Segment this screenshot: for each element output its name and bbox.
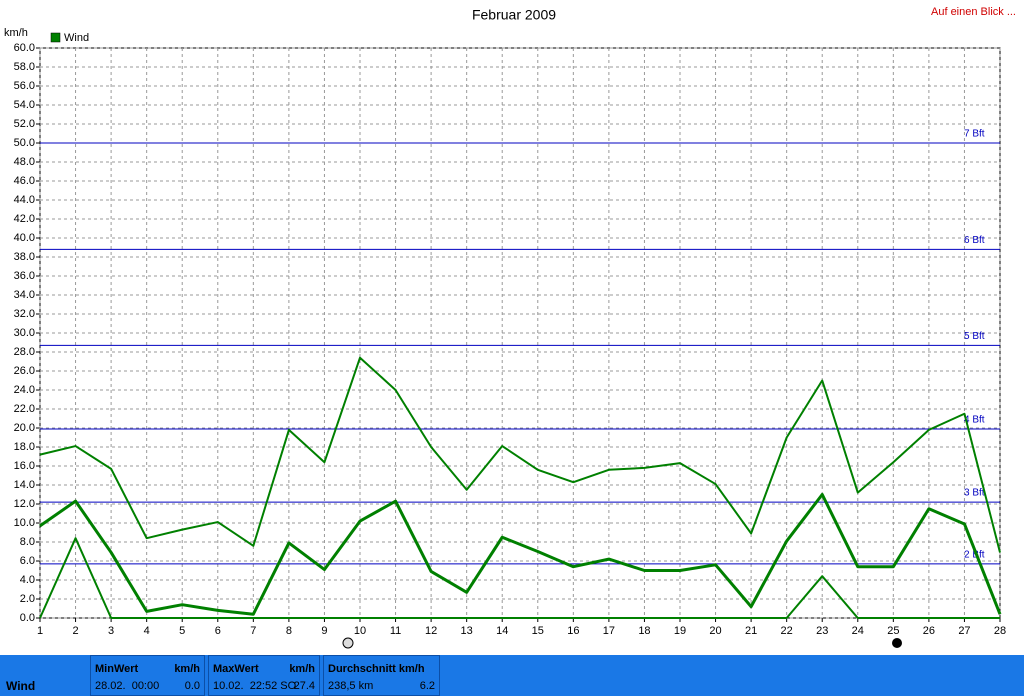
y-tick-label: 52.0 (14, 118, 35, 130)
x-tick-label: 6 (215, 625, 221, 637)
x-tick-label: 10 (354, 625, 366, 637)
overview-link[interactable]: Auf einen Blick ... (931, 6, 1016, 18)
x-tick-label: 2 (72, 625, 78, 637)
y-tick-label: 56.0 (14, 80, 35, 92)
x-tick-label: 13 (461, 625, 473, 637)
y-tick-label: 4.0 (20, 574, 35, 586)
y-tick-label: 58.0 (14, 61, 35, 73)
x-tick-label: 25 (887, 625, 899, 637)
y-tick-label: 34.0 (14, 289, 35, 301)
y-tick-label: 30.0 (14, 327, 35, 339)
legend-swatch (50, 32, 61, 43)
y-tick-label: 16.0 (14, 460, 35, 472)
x-tick-label: 15 (532, 625, 544, 637)
x-tick-label: 28 (994, 625, 1006, 637)
x-tick-label: 4 (144, 625, 150, 637)
y-tick-label: 20.0 (14, 422, 35, 434)
x-tick-label: 5 (179, 625, 185, 637)
y-tick-label: 14.0 (14, 479, 35, 491)
moon-icon (892, 638, 902, 648)
y-tick-label: 28.0 (14, 346, 35, 358)
y-tick-label: 50.0 (14, 137, 35, 149)
x-tick-label: 18 (638, 625, 650, 637)
y-tick-label: 8.0 (20, 536, 35, 548)
summary-unit: km/h (289, 663, 315, 675)
summary-detail: 10.02. 22:52 SO (213, 680, 297, 692)
x-tick-label: 16 (567, 625, 579, 637)
y-tick-label: 38.0 (14, 251, 35, 263)
x-tick-label: 26 (923, 625, 935, 637)
x-tick-label: 14 (496, 625, 508, 637)
x-tick-label: 11 (390, 625, 401, 637)
beaufort-label: 4 Bft (964, 415, 985, 426)
x-tick-label: 8 (286, 625, 292, 637)
x-tick-label: 23 (816, 625, 828, 637)
summary-box: MinWert km/h 28.02. 00:00 0.0 (90, 655, 205, 696)
moon-icon (342, 637, 354, 649)
chart-title: Februar 2009 (472, 7, 556, 23)
wind-line (39, 537, 1000, 619)
y-tick-label: 0.0 (20, 612, 35, 624)
y-tick-label: 22.0 (14, 403, 35, 415)
y-tick-label: 24.0 (14, 384, 35, 396)
x-tick-label: 12 (425, 625, 437, 637)
beaufort-label: 5 Bft (964, 331, 985, 342)
summary-label: Wind (6, 679, 36, 693)
wind-line (39, 493, 1002, 616)
y-tick-label: 18.0 (14, 441, 35, 453)
y-tick-label: 10.0 (14, 517, 35, 529)
y-tick-label: 60.0 (14, 42, 35, 54)
summary-bar: Wind MinWert km/h 28.02. 00:00 0.0 MaxWert km… (0, 655, 1024, 696)
y-tick-label: 6.0 (20, 555, 35, 567)
summary-detail: 28.02. 00:00 (95, 680, 160, 692)
x-tick-label: 19 (674, 625, 686, 637)
summary-value: 6.2 (419, 680, 435, 692)
summary-value: 0.0 (184, 680, 200, 692)
summary-box: MaxWert km/h 10.02. 22:52 SO 27.4 (208, 655, 320, 696)
x-tick-label: 21 (745, 625, 757, 637)
wind-line (39, 356, 1001, 553)
y-tick-label: 40.0 (14, 232, 35, 244)
y-tick-label: 54.0 (14, 99, 35, 111)
y-tick-label: 36.0 (14, 270, 35, 282)
summary-unit: km/h (174, 663, 200, 675)
y-tick-label: 46.0 (14, 175, 35, 187)
y-tick-label: 32.0 (14, 308, 35, 320)
x-tick-label: 1 (37, 625, 43, 637)
x-tick-label: 20 (709, 625, 721, 637)
x-tick-label: 3 (108, 625, 114, 637)
y-tick-label: 48.0 (14, 156, 35, 168)
beaufort-label: 2 Bft (964, 549, 985, 560)
x-tick-label: 24 (852, 625, 864, 637)
summary-title: Durchschnitt km/h (328, 663, 425, 675)
y-tick-label: 26.0 (14, 365, 35, 377)
x-tick-label: 22 (781, 625, 793, 637)
y-tick-label: 12.0 (14, 498, 35, 510)
summary-title: MaxWert (213, 663, 259, 675)
summary-detail: 238,5 km (328, 680, 374, 692)
summary-title: MinWert (95, 663, 139, 675)
summary-box: Durchschnitt km/h 238,5 km 6.2 (323, 655, 440, 696)
beaufort-label: 7 Bft (964, 129, 985, 140)
legend-label: Wind (64, 32, 89, 44)
x-tick-label: 17 (603, 625, 615, 637)
x-tick-label: 7 (250, 625, 256, 637)
x-tick-label: 27 (958, 625, 970, 637)
chart: Februar 2009 Auf einen Blick ... km/h Wi… (4, 6, 1016, 649)
y-tick-label: 2.0 (20, 593, 35, 605)
summary-value: 27.4 (293, 680, 315, 692)
y-tick-label: 42.0 (14, 213, 35, 225)
beaufort-label: 6 Bft (964, 235, 985, 246)
beaufort-label: 3 Bft (964, 488, 985, 499)
y-tick-label: 44.0 (14, 194, 35, 206)
y-axis-label: km/h (4, 27, 28, 39)
x-tick-label: 9 (321, 625, 327, 637)
